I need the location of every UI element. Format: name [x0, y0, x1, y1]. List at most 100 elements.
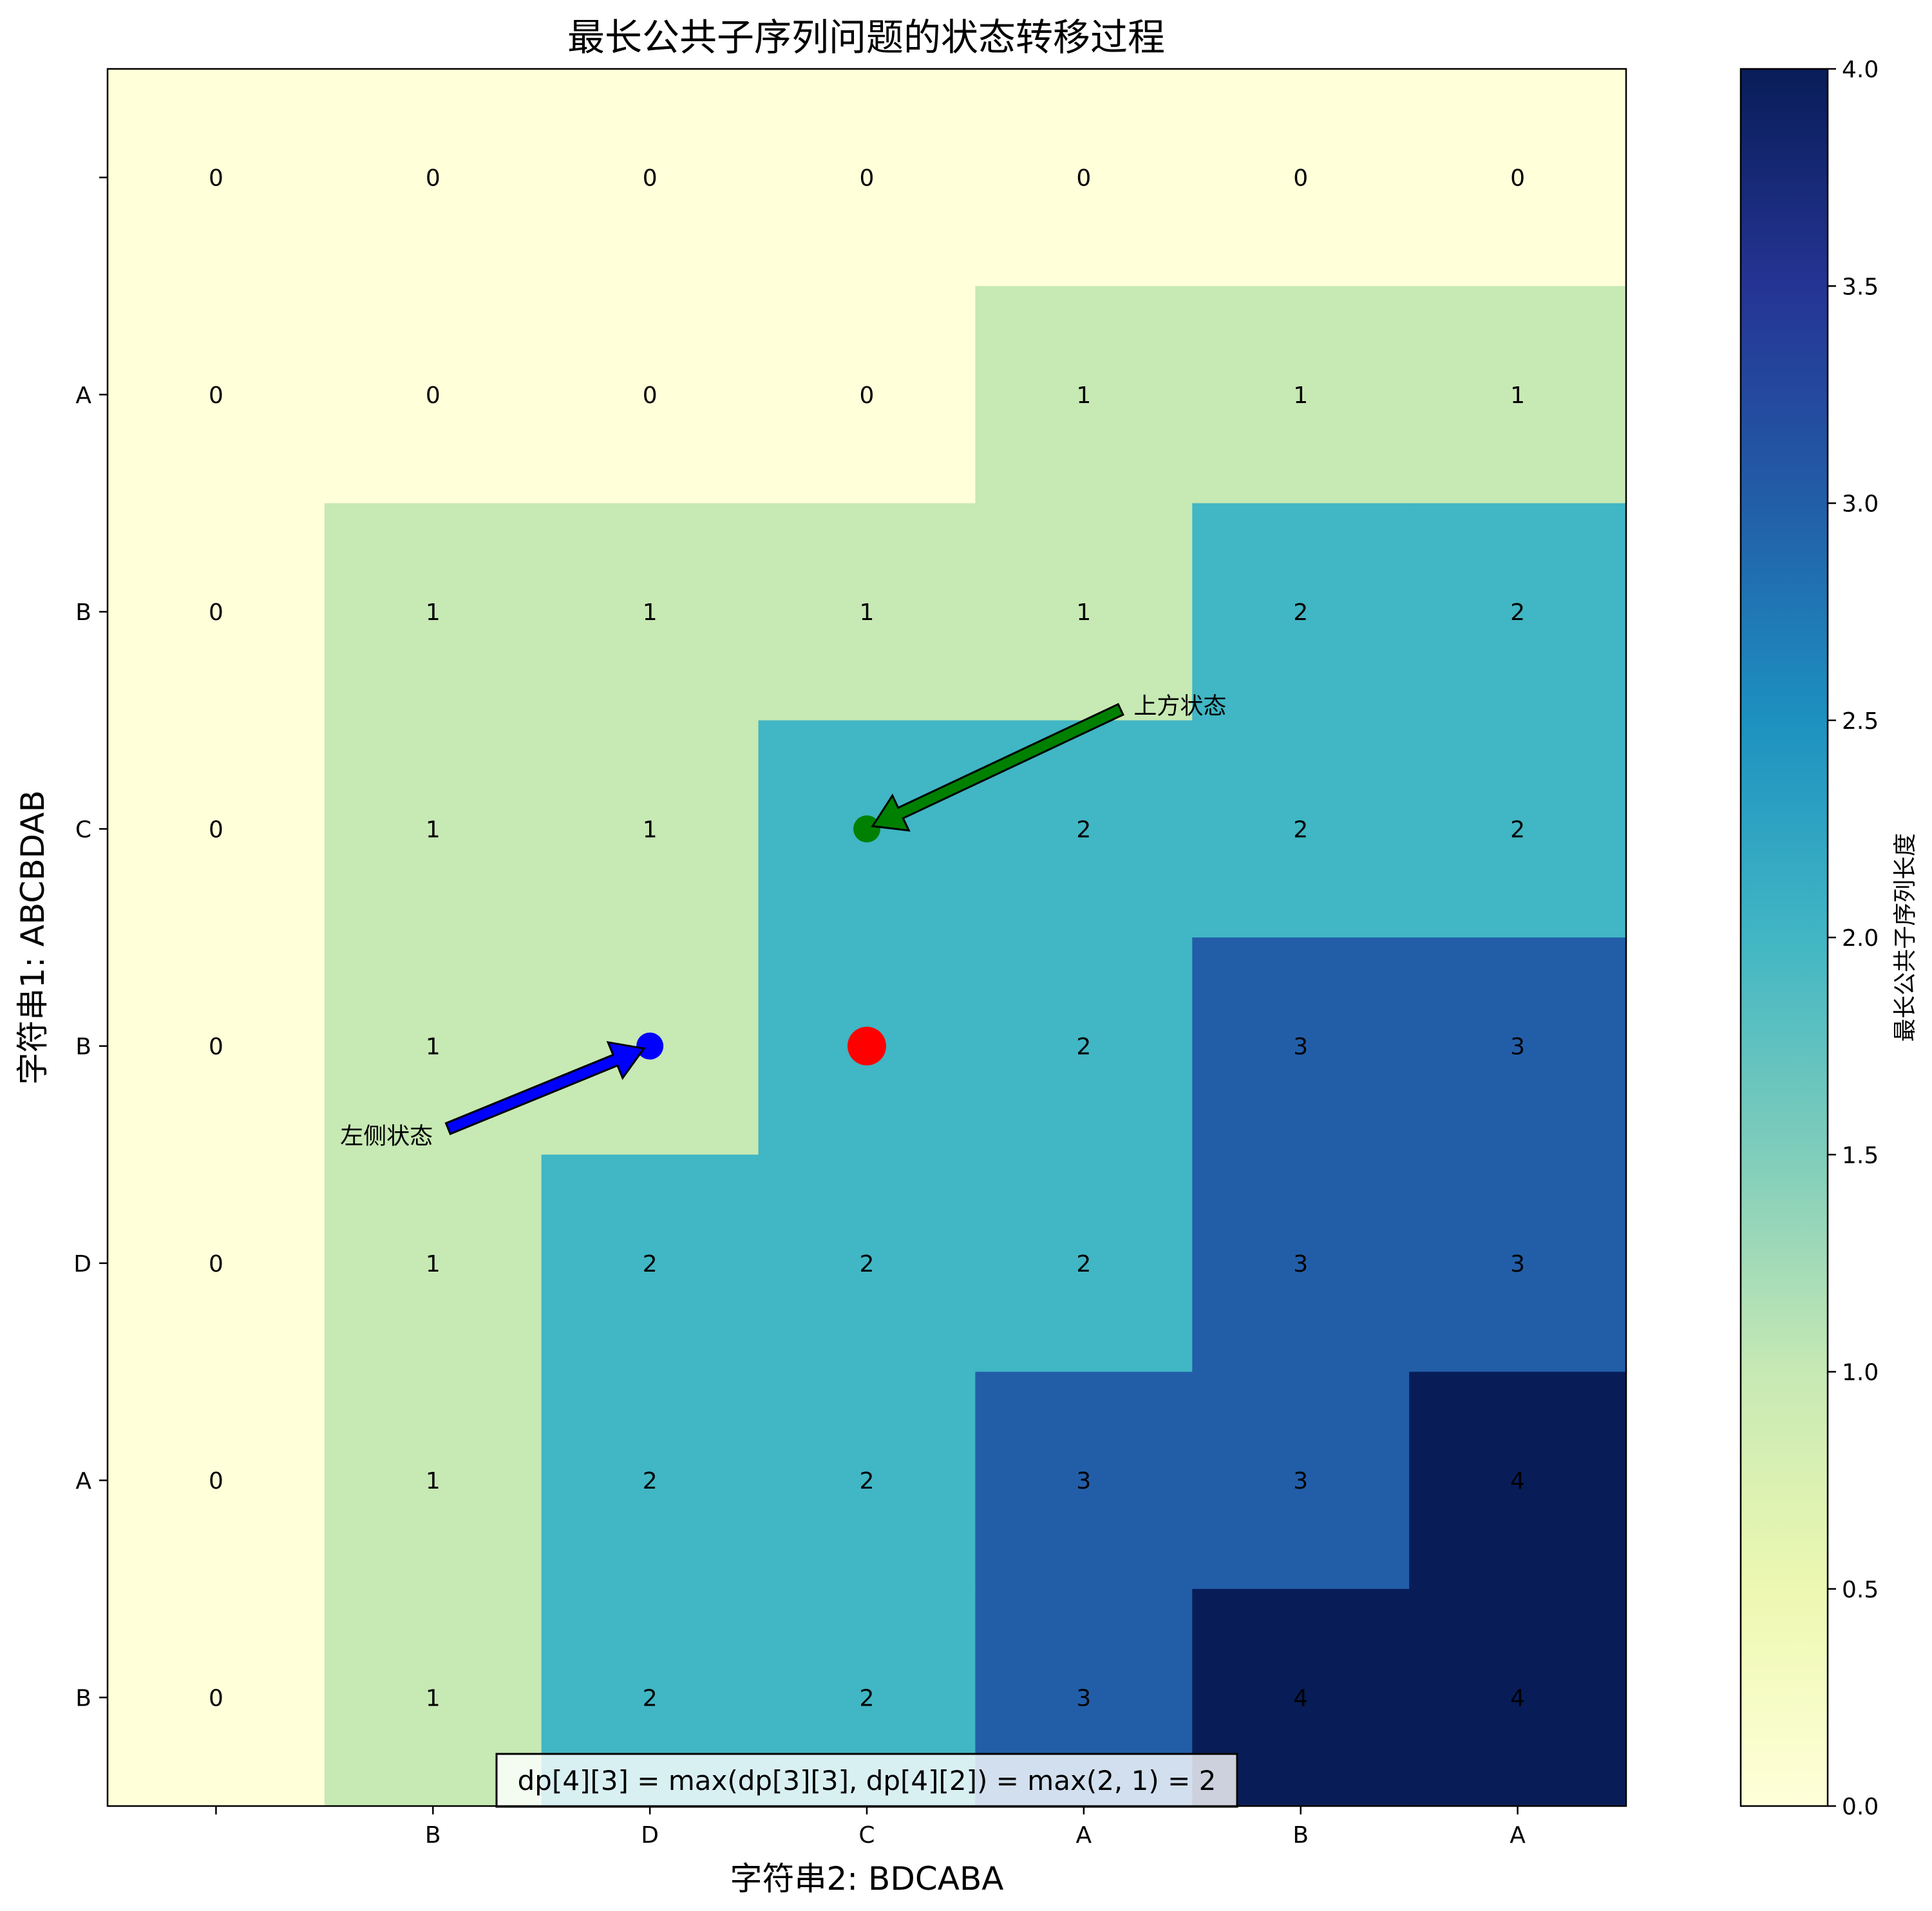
heatmap-cell — [758, 503, 976, 721]
cell-value: 1 — [426, 1034, 440, 1060]
heatmap-cell — [108, 720, 325, 938]
heatmap-cell — [975, 1154, 1193, 1373]
x-tick-label: A — [1076, 1822, 1092, 1849]
heatmap-cell — [758, 69, 976, 287]
heatmap-cell — [541, 1154, 759, 1373]
cell-value: 3 — [1076, 1468, 1091, 1494]
colorbar-tick-label: 1.0 — [1842, 1360, 1879, 1386]
heatmap-cell — [324, 1371, 542, 1590]
cell-value: 0 — [209, 1034, 223, 1060]
cell-value: 2 — [1076, 1251, 1091, 1277]
heatmap-cell — [758, 1154, 976, 1373]
heatmap-cell — [1409, 1154, 1627, 1373]
cell-value: 0 — [643, 165, 658, 192]
heatmap-cell — [324, 1154, 542, 1373]
heatmap-cell — [1192, 69, 1410, 287]
heatmap-cell — [975, 69, 1193, 287]
marker-current — [848, 1026, 886, 1066]
heatmap-cell — [1192, 937, 1410, 1155]
heatmap-cell — [1409, 1371, 1627, 1590]
colorbar-gradient — [1739, 68, 1829, 1807]
cell-value: 0 — [209, 599, 223, 626]
x-tick-label: B — [425, 1822, 441, 1849]
annotation-arrow — [444, 1040, 646, 1136]
cell-value: 1 — [426, 1468, 440, 1494]
cell-value: 3 — [1293, 1034, 1308, 1060]
cell-value: 3 — [1510, 1251, 1525, 1277]
cell-value: 2 — [643, 1251, 658, 1277]
cell-value: 0 — [860, 165, 875, 192]
heatmap-cell — [324, 503, 542, 721]
cell-value: 1 — [426, 599, 440, 626]
heatmap-cell — [324, 286, 542, 504]
heatmap-cell — [324, 69, 542, 287]
heatmap-cell — [108, 286, 325, 504]
x-tick-label: C — [858, 1822, 875, 1849]
cell-value: 0 — [426, 382, 440, 409]
heatmap-cell — [1192, 1154, 1410, 1373]
state-markers — [636, 815, 886, 1066]
heatmap-cell — [975, 937, 1193, 1155]
heatmap-cell — [108, 1154, 325, 1373]
cell-value: 0 — [209, 1251, 223, 1277]
cell-value: 2 — [1293, 599, 1308, 626]
heatmap-cell — [975, 1371, 1193, 1590]
cell-value: 0 — [209, 1468, 223, 1494]
cell-value: 3 — [1510, 1034, 1525, 1060]
y-tick-label: D — [73, 1251, 91, 1277]
annotation-up-state: 上方状态 — [1133, 693, 1226, 720]
cell-value: 2 — [860, 1251, 875, 1277]
cell-value: 1 — [1510, 382, 1525, 409]
heatmap-cell — [975, 503, 1193, 721]
cell-value: 4 — [1293, 1685, 1308, 1711]
cell-value: 1 — [1076, 382, 1091, 409]
cell-value: 1 — [426, 1685, 440, 1711]
y-tick-label: B — [75, 599, 91, 626]
cell-value: 0 — [860, 382, 875, 409]
x-axis-label: 字符串2: BDCABA — [730, 1860, 1004, 1897]
cell-value: 1 — [860, 599, 875, 626]
cell-value: 0 — [209, 165, 223, 192]
cell-value: 3 — [1293, 1251, 1308, 1277]
cell-value: 0 — [1076, 165, 1091, 192]
cell-value: 3 — [1293, 1468, 1308, 1494]
y-tick-label: A — [75, 1468, 91, 1494]
heatmap-cell — [1409, 69, 1627, 287]
colorbar-tick-label: 1.5 — [1842, 1142, 1879, 1169]
cell-value: 0 — [426, 165, 440, 192]
heatmap-cell — [1192, 286, 1410, 504]
y-tick-label: C — [75, 816, 91, 843]
heatmap-cells — [108, 69, 1627, 1807]
cell-value: 2 — [1076, 816, 1091, 843]
heatmap-cell — [1409, 1588, 1627, 1807]
heatmap-cell — [108, 503, 325, 721]
cell-value: 4 — [1510, 1685, 1525, 1711]
heatmap-cell — [1409, 720, 1627, 938]
heatmap-cell — [324, 720, 542, 938]
cell-value: 0 — [1510, 165, 1525, 192]
heatmap-cell — [108, 937, 325, 1155]
heatmap-cell — [1192, 1371, 1410, 1590]
chart-title: 最长公共子序列问题的状态转移过程 — [567, 15, 1165, 59]
colorbar-tick-label: 3.5 — [1842, 274, 1879, 300]
cell-value: 0 — [209, 1685, 223, 1711]
cell-value: 1 — [643, 599, 658, 626]
cell-value: 3 — [1076, 1685, 1091, 1711]
heatmap-cell — [1409, 503, 1627, 721]
cell-value: 2 — [1076, 1034, 1091, 1060]
cell-value: 2 — [860, 1685, 875, 1711]
x-tick-label: A — [1510, 1822, 1526, 1849]
heatmap-cell — [108, 69, 325, 287]
cell-value: 2 — [1293, 816, 1308, 843]
y-axis-ticks: A B C B D A B — [73, 176, 108, 1711]
cell-value: 0 — [1293, 165, 1308, 192]
cell-value: 1 — [426, 1251, 440, 1277]
heatmap-cell — [1192, 503, 1410, 721]
y-tick-label: B — [75, 1034, 91, 1060]
x-tick-label: B — [1293, 1822, 1309, 1849]
colorbar: 0.0 0.5 1.0 1.5 2.0 2.5 3.0 3.5 4.0 — [1739, 57, 1879, 1820]
cell-value: 0 — [209, 382, 223, 409]
